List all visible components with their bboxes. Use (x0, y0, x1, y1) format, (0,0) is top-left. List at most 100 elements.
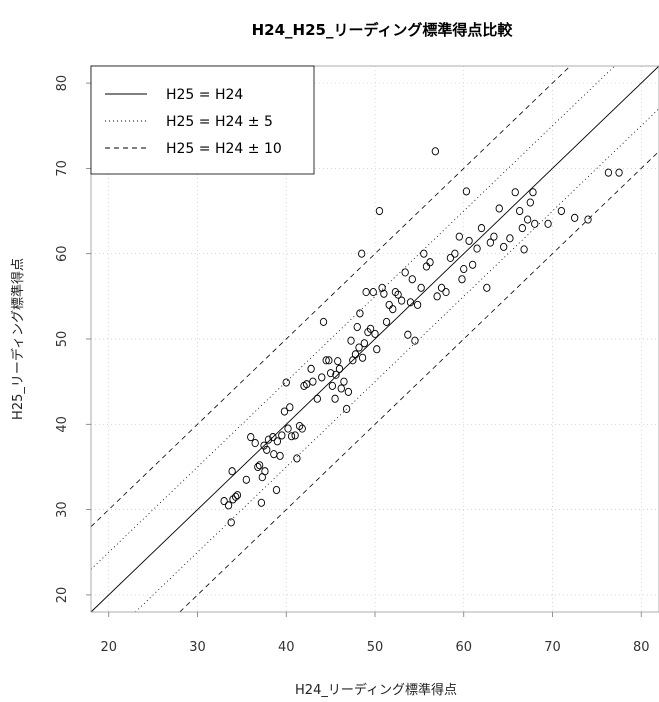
data-point (242, 475, 250, 484)
y-tick-label: 80 (55, 75, 70, 92)
data-point (518, 224, 526, 233)
data-point (264, 435, 273, 444)
data-point (276, 451, 284, 460)
data-point (451, 249, 459, 258)
data-point (584, 215, 592, 224)
data-point (351, 350, 360, 359)
y-axis-label: H25_リーディング標準得点 (10, 258, 26, 420)
data-point (309, 377, 317, 386)
x-tick-label: 30 (189, 640, 206, 655)
data-point (255, 461, 264, 470)
data-point (460, 264, 468, 274)
data-point (417, 283, 425, 292)
data-point (426, 258, 434, 267)
data-point (251, 439, 259, 448)
data-point (227, 518, 235, 527)
data-point (557, 206, 566, 216)
data-point (355, 343, 363, 352)
reference-line-dotted (135, 108, 659, 613)
x-tick-label: 70 (544, 640, 561, 655)
data-point (273, 437, 282, 446)
data-point (378, 283, 386, 292)
data-point (322, 356, 330, 365)
data-point (328, 381, 337, 390)
data-point (433, 292, 441, 301)
data-point (371, 329, 379, 338)
data-point (413, 300, 422, 309)
data-point (468, 260, 477, 269)
data-point (506, 234, 514, 243)
data-point (282, 378, 290, 387)
data-point (342, 404, 351, 414)
data-point (278, 431, 286, 440)
y-tick-label: 20 (55, 587, 70, 604)
data-point (604, 168, 613, 177)
data-point (382, 317, 391, 326)
data-point (385, 300, 393, 309)
data-point (408, 275, 416, 284)
data-point (228, 467, 236, 476)
data-point (483, 283, 491, 292)
data-point (284, 424, 292, 433)
legend-label-pm5: H25 = H24 ± 5 (166, 114, 273, 130)
data-point (261, 467, 269, 476)
x-axis-ticks: 20 30 40 50 60 70 80 (100, 612, 650, 655)
data-point (511, 188, 519, 197)
y-tick-label: 40 (55, 416, 70, 433)
legend-label-equal: H25 = H24 (166, 87, 243, 103)
data-point (325, 356, 333, 365)
data-point (406, 298, 415, 307)
legend-label-pm10: H25 = H24 ± 10 (166, 141, 282, 157)
reference-line-dashed (179, 151, 659, 613)
data-point (360, 339, 368, 348)
data-point (233, 491, 242, 500)
data-point (458, 275, 466, 284)
data-point (411, 336, 419, 345)
y-tick-label: 30 (55, 501, 70, 518)
x-tick-label: 20 (100, 640, 117, 655)
data-point (287, 432, 296, 441)
data-point (442, 288, 450, 297)
data-point (401, 268, 409, 277)
data-point (446, 253, 455, 263)
data-point (362, 288, 370, 297)
data-point (477, 224, 486, 233)
data-point (318, 373, 326, 382)
data-point (366, 324, 375, 333)
data-point (263, 445, 271, 454)
data-point (373, 345, 381, 354)
data-point (269, 433, 277, 442)
data-point (437, 283, 446, 292)
data-point (516, 206, 524, 216)
data-point (490, 232, 498, 241)
data-point (307, 364, 315, 373)
data-point (520, 245, 528, 254)
data-point (397, 296, 406, 305)
data-point (486, 238, 495, 247)
data-point (254, 462, 262, 472)
chart-title: H24_H25_リーディング標準得点比較 (252, 21, 514, 39)
y-tick-label: 70 (55, 160, 70, 177)
legend: H25 = H24 H25 = H24 ± 5 H25 = H24 ± 10 (90, 65, 315, 175)
data-point (298, 424, 306, 433)
data-point (455, 232, 463, 241)
data-point (344, 387, 353, 396)
data-point (340, 377, 348, 386)
data-point (272, 485, 281, 495)
data-point (286, 403, 294, 412)
data-point (495, 204, 503, 213)
x-tick-label: 80 (633, 640, 650, 655)
data-point (465, 236, 473, 245)
data-point (422, 262, 431, 271)
data-point (380, 289, 388, 298)
data-point (404, 330, 412, 339)
x-tick-label: 60 (455, 640, 472, 655)
data-point (462, 187, 471, 196)
y-tick-label: 60 (55, 245, 70, 262)
data-point (280, 407, 289, 416)
data-point (220, 497, 228, 506)
data-point (358, 249, 366, 258)
data-point (524, 215, 532, 224)
data-point (257, 498, 266, 507)
